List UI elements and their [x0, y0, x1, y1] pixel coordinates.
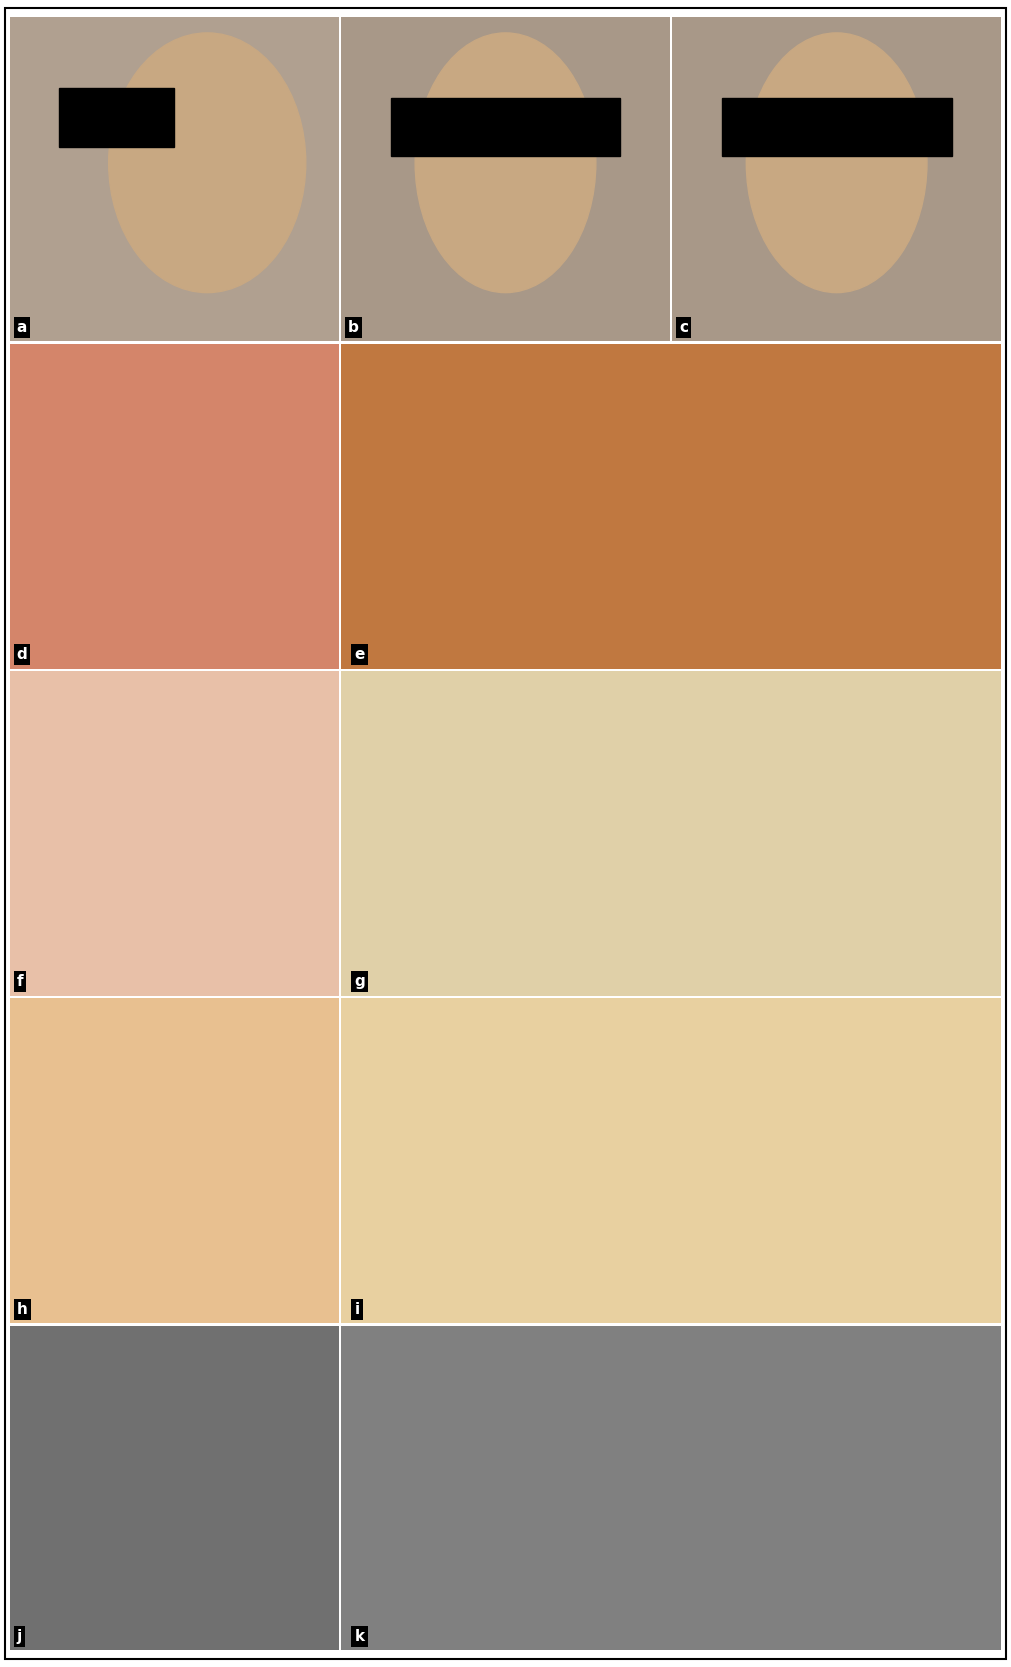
- Bar: [390, 98, 621, 157]
- Text: b: b: [348, 320, 359, 335]
- Text: h: h: [16, 1302, 27, 1317]
- Text: j: j: [16, 1629, 22, 1644]
- Text: k: k: [355, 1629, 365, 1644]
- Text: a: a: [16, 320, 27, 335]
- Text: g: g: [355, 974, 365, 989]
- Bar: [60, 88, 174, 147]
- Text: d: d: [16, 647, 27, 662]
- Text: i: i: [355, 1302, 360, 1317]
- Text: e: e: [355, 647, 365, 662]
- Ellipse shape: [416, 33, 595, 293]
- Bar: [722, 98, 951, 157]
- Text: f: f: [16, 974, 23, 989]
- Text: c: c: [679, 320, 687, 335]
- Ellipse shape: [108, 33, 305, 293]
- Ellipse shape: [746, 33, 927, 293]
